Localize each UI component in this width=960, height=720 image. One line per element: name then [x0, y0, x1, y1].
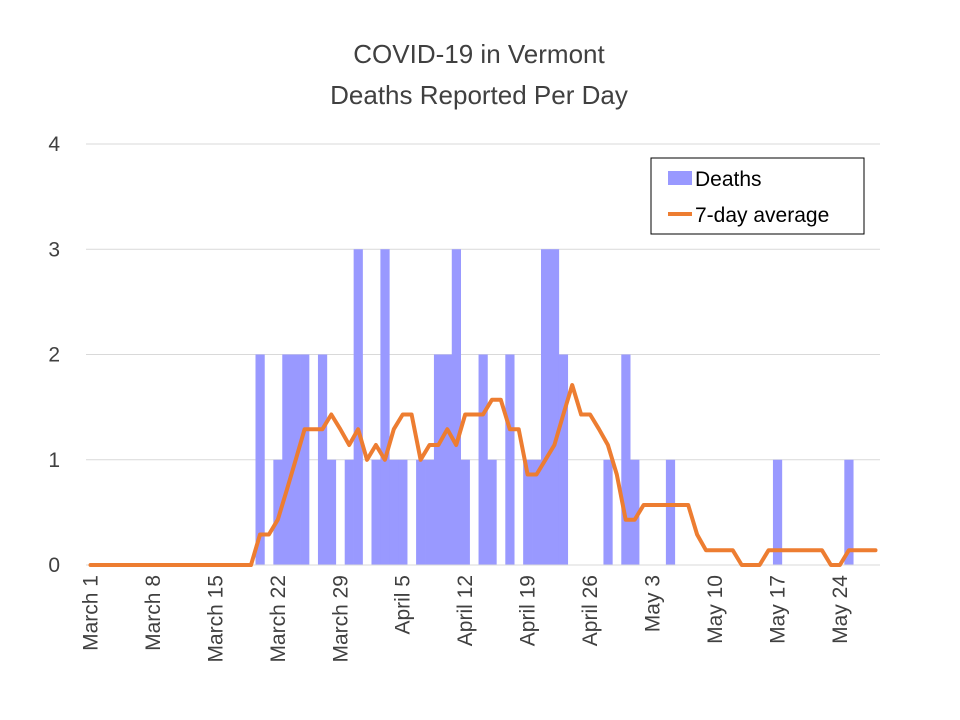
deaths-bar [460, 459, 470, 565]
deaths-bar [540, 249, 551, 565]
y-tick-label: 1 [48, 449, 60, 472]
deaths-bar [433, 354, 444, 565]
y-axis-ticks: 0 1 2 3 4 [48, 133, 60, 577]
x-tick-label: April 5 [392, 575, 415, 635]
legend: Deaths 7-day average [650, 157, 865, 235]
deaths-bar [371, 459, 381, 565]
average-line-layer [88, 383, 878, 567]
average-line [88, 383, 878, 567]
deaths-bar [300, 354, 310, 565]
deaths-bar [344, 459, 354, 565]
deaths-bar [425, 459, 435, 565]
deaths-bar [665, 459, 676, 565]
x-tick-label: April 26 [579, 575, 602, 646]
deaths-bar [255, 354, 265, 565]
x-tick-label: April 12 [454, 575, 477, 646]
x-axis-ticks: March 1 March 8 March 15 March 22 March 29 Ap… [79, 575, 851, 663]
deaths-bar [416, 459, 426, 565]
deaths-bar [621, 354, 631, 565]
x-tick-label: May 3 [642, 575, 665, 632]
deaths-bar [478, 354, 488, 565]
deaths-bar [389, 459, 399, 565]
deaths-bar [772, 459, 783, 565]
deaths-bar [451, 249, 461, 565]
deaths-bar [353, 249, 363, 565]
deaths-bar [487, 459, 497, 565]
y-tick-label: 2 [48, 344, 60, 367]
deaths-bar [326, 459, 337, 565]
deaths-bar [505, 354, 515, 565]
deaths-bar [523, 459, 533, 565]
deaths-bar [844, 459, 854, 565]
deaths-bar [549, 249, 560, 565]
deaths-bar [630, 459, 640, 565]
chart-title: COVID-19 in Vermont [353, 39, 605, 69]
deaths-bar [603, 459, 613, 565]
y-tick-label: 3 [48, 238, 60, 261]
deaths-bar [398, 459, 408, 565]
deaths-bar [532, 459, 542, 565]
x-tick-label: May 10 [704, 575, 727, 644]
legend-box [650, 157, 865, 235]
deaths-bars [255, 249, 854, 565]
x-tick-label: March 29 [329, 575, 352, 663]
y-tick-label: 4 [48, 133, 60, 156]
deaths-bar [558, 354, 569, 565]
deaths-bar [317, 354, 328, 565]
x-tick-label: May 17 [766, 575, 789, 644]
x-tick-label: March 22 [267, 575, 290, 663]
y-tick-label: 0 [48, 554, 60, 577]
chart-subtitle: Deaths Reported Per Day [330, 80, 628, 110]
x-tick-label: May 24 [829, 575, 852, 644]
deaths-bar [282, 354, 292, 565]
x-tick-label: April 19 [517, 575, 540, 646]
x-tick-label: March 8 [142, 575, 165, 651]
deaths-bar [442, 354, 453, 565]
legend-label-deaths: Deaths [695, 168, 762, 191]
x-tick-label: March 15 [204, 575, 227, 663]
x-tick-label: March 1 [79, 575, 102, 651]
legend-swatch-deaths [668, 171, 692, 185]
legend-label-average: 7-day average [695, 204, 829, 227]
deaths-bar [380, 249, 390, 565]
